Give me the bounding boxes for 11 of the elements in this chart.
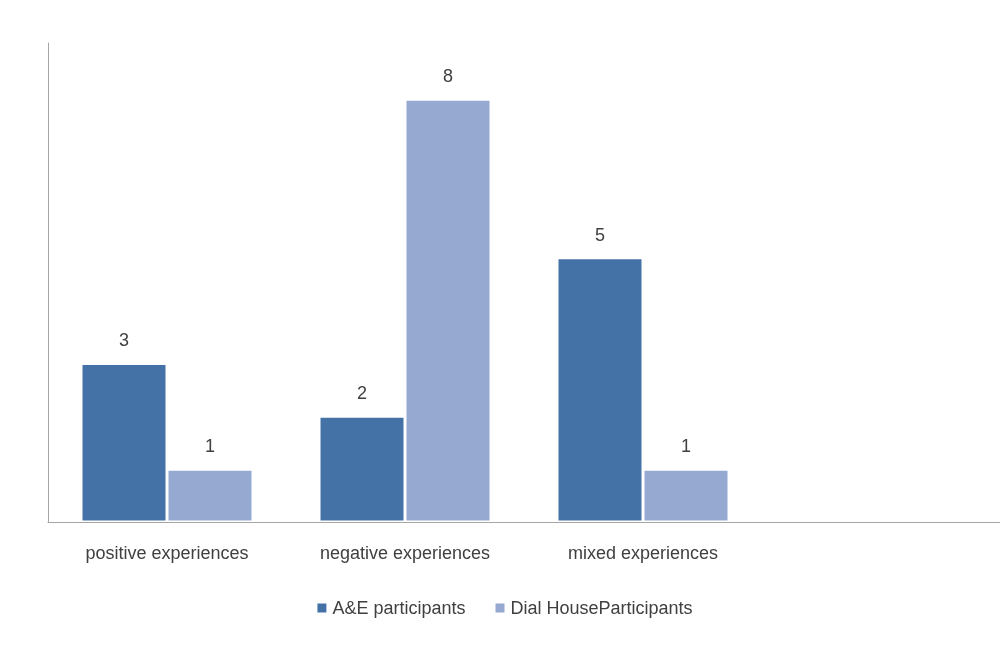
- data-label: 1: [204, 436, 216, 457]
- data-label: 2: [356, 383, 368, 404]
- data-label: 1: [680, 436, 692, 457]
- x-tick-label: mixed experiences: [567, 543, 719, 563]
- legend-label: Dial HouseParticipants: [510, 598, 693, 618]
- legend-label: A&E participants: [332, 598, 466, 618]
- x-tick-label: positive experiences: [85, 543, 249, 563]
- x-tick-label: negative experiences: [319, 543, 491, 563]
- data-label: 5: [594, 224, 606, 245]
- data-label: 3: [118, 330, 130, 351]
- data-label: 8: [442, 66, 454, 87]
